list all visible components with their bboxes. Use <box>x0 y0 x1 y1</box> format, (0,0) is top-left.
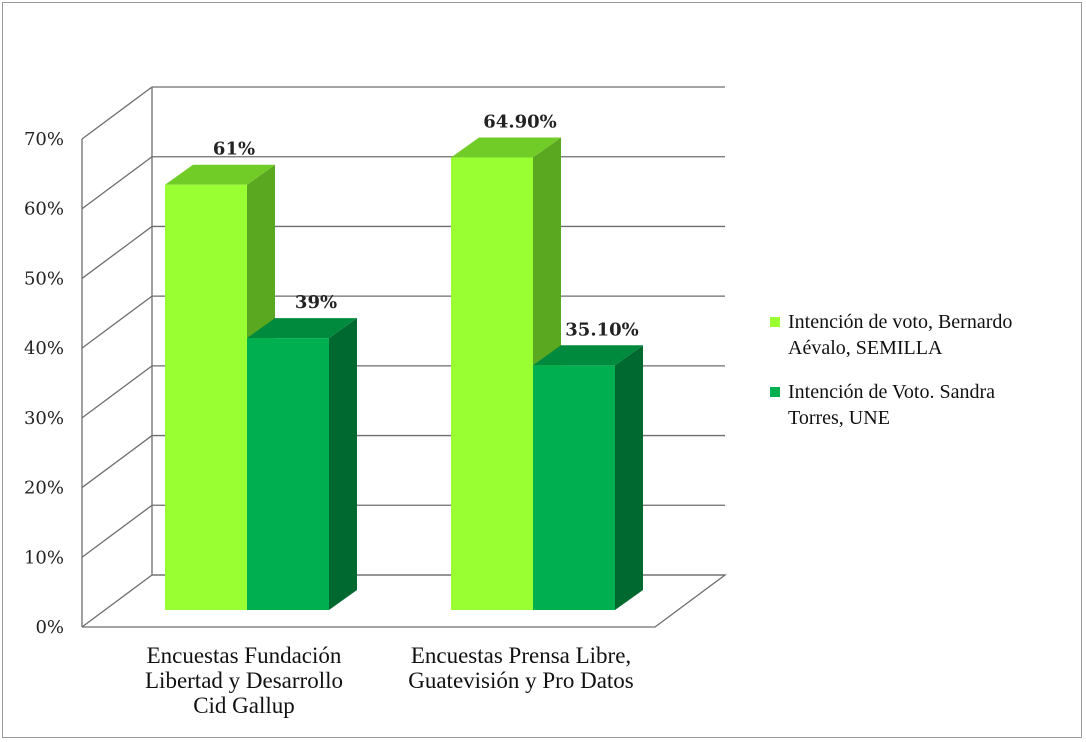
x-tick-label: Encuestas Prensa Libre, <box>411 643 631 668</box>
gridline-side <box>81 574 153 628</box>
legend-label: Intención de voto, Bernardo <box>788 311 1012 333</box>
data-label: 64.90% <box>483 112 556 133</box>
bar-top <box>165 164 275 185</box>
legend-label: Aévalo, SEMILLA <box>788 337 943 359</box>
legend-swatch <box>770 387 780 397</box>
y-tick-label: 20% <box>24 478 64 499</box>
data-label: 39% <box>295 292 337 313</box>
gridline-side <box>81 295 153 349</box>
y-tick-label: 70% <box>24 129 64 150</box>
bar-top <box>451 137 561 158</box>
gridline-side <box>81 225 153 279</box>
bar-top <box>247 318 357 339</box>
bar <box>247 338 329 610</box>
gridline-side <box>81 365 153 419</box>
x-tick-label: Cid Gallup <box>193 693 295 718</box>
y-tick-label: 0% <box>35 617 64 638</box>
bar-side <box>615 345 643 610</box>
y-tick-label: 40% <box>24 338 64 359</box>
legend-label: Torres, UNE <box>788 407 890 429</box>
x-tick-label: Libertad y Desarrollo <box>145 668 343 693</box>
y-tick-label: 10% <box>24 547 64 568</box>
x-tick-label: Guatevisión y Pro Datos <box>408 668 634 693</box>
gridline-side <box>81 504 153 558</box>
chart-floor <box>82 574 727 628</box>
bar <box>165 184 247 610</box>
gridline-side <box>81 156 153 210</box>
bar <box>451 157 533 610</box>
y-tick-label: 30% <box>24 408 64 429</box>
bar <box>533 365 615 610</box>
bar-top <box>533 345 643 366</box>
data-label: 35.10% <box>565 319 638 340</box>
legend-swatch <box>770 317 780 327</box>
y-tick-label: 50% <box>24 268 64 289</box>
gridline-side <box>81 435 153 489</box>
y-tick-label: 60% <box>24 199 64 220</box>
gridline-side <box>81 86 153 140</box>
x-tick-label: Encuestas Fundación <box>147 643 342 668</box>
legend-label: Intención de Voto. Sandra <box>788 381 995 403</box>
data-label: 61% <box>213 139 255 160</box>
bar-side <box>329 318 357 610</box>
